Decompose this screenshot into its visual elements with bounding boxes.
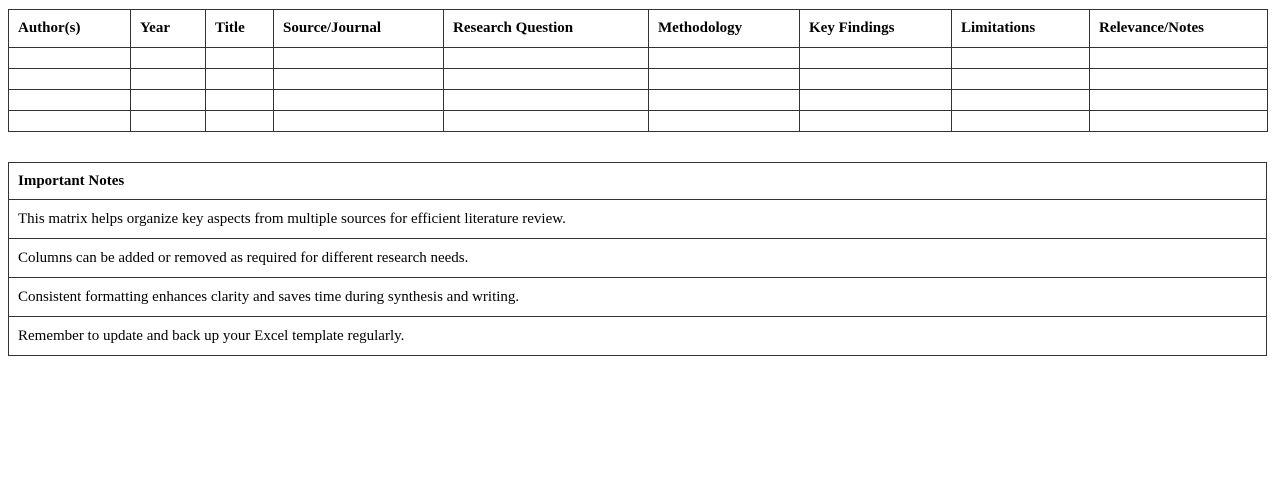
column-header-authors: Author(s) (8, 9, 131, 48)
matrix-empty-row (8, 68, 1268, 90)
matrix-cell (443, 110, 649, 132)
column-header-methodology: Methodology (648, 9, 800, 48)
matrix-cell (130, 68, 206, 90)
matrix-cell (8, 47, 131, 69)
matrix-cell (205, 47, 274, 69)
matrix-cell (273, 89, 444, 111)
important-notes-table: Important Notes This matrix helps organi… (8, 162, 1267, 356)
matrix-cell (951, 68, 1090, 90)
matrix-cell (648, 47, 800, 69)
matrix-cell (8, 89, 131, 111)
matrix-cell (273, 110, 444, 132)
matrix-cell (951, 47, 1090, 69)
matrix-cell (443, 47, 649, 69)
matrix-empty-row (8, 47, 1268, 69)
column-header-year: Year (130, 9, 206, 48)
note-row: Consistent formatting enhances clarity a… (8, 277, 1267, 317)
matrix-cell (205, 68, 274, 90)
matrix-cell (8, 110, 131, 132)
column-header-key-findings: Key Findings (799, 9, 952, 48)
matrix-header-row: Author(s) Year Title Source/Journal Rese… (8, 9, 1268, 48)
matrix-cell (951, 110, 1090, 132)
matrix-cell (130, 89, 206, 111)
notes-title: Important Notes (8, 162, 1267, 200)
matrix-cell (799, 47, 952, 69)
matrix-cell (273, 68, 444, 90)
note-item: Remember to update and back up your Exce… (8, 316, 1267, 356)
matrix-cell (648, 68, 800, 90)
note-item: Columns can be added or removed as requi… (8, 238, 1267, 278)
matrix-cell (1089, 89, 1268, 111)
matrix-cell (205, 89, 274, 111)
note-row: Columns can be added or removed as requi… (8, 238, 1267, 278)
column-header-source-journal: Source/Journal (273, 9, 444, 48)
matrix-cell (799, 89, 952, 111)
note-row: Remember to update and back up your Exce… (8, 316, 1267, 356)
matrix-empty-row (8, 89, 1268, 111)
matrix-cell (443, 89, 649, 111)
matrix-cell (648, 89, 800, 111)
matrix-cell (799, 68, 952, 90)
notes-header-row: Important Notes (8, 162, 1267, 200)
matrix-empty-row (8, 110, 1268, 132)
literature-matrix-table: Author(s) Year Title Source/Journal Rese… (8, 9, 1268, 132)
column-header-title: Title (205, 9, 274, 48)
note-item: This matrix helps organize key aspects f… (8, 199, 1267, 239)
matrix-cell (1089, 110, 1268, 132)
matrix-cell (8, 68, 131, 90)
matrix-cell (1089, 47, 1268, 69)
matrix-cell (130, 47, 206, 69)
matrix-cell (799, 110, 952, 132)
matrix-cell (1089, 68, 1268, 90)
matrix-cell (443, 68, 649, 90)
column-header-limitations: Limitations (951, 9, 1090, 48)
note-row: This matrix helps organize key aspects f… (8, 199, 1267, 239)
matrix-cell (205, 110, 274, 132)
matrix-cell (951, 89, 1090, 111)
matrix-cell (648, 110, 800, 132)
column-header-relevance-notes: Relevance/Notes (1089, 9, 1268, 48)
column-header-research-question: Research Question (443, 9, 649, 48)
matrix-cell (130, 110, 206, 132)
matrix-cell (273, 47, 444, 69)
note-item: Consistent formatting enhances clarity a… (8, 277, 1267, 317)
